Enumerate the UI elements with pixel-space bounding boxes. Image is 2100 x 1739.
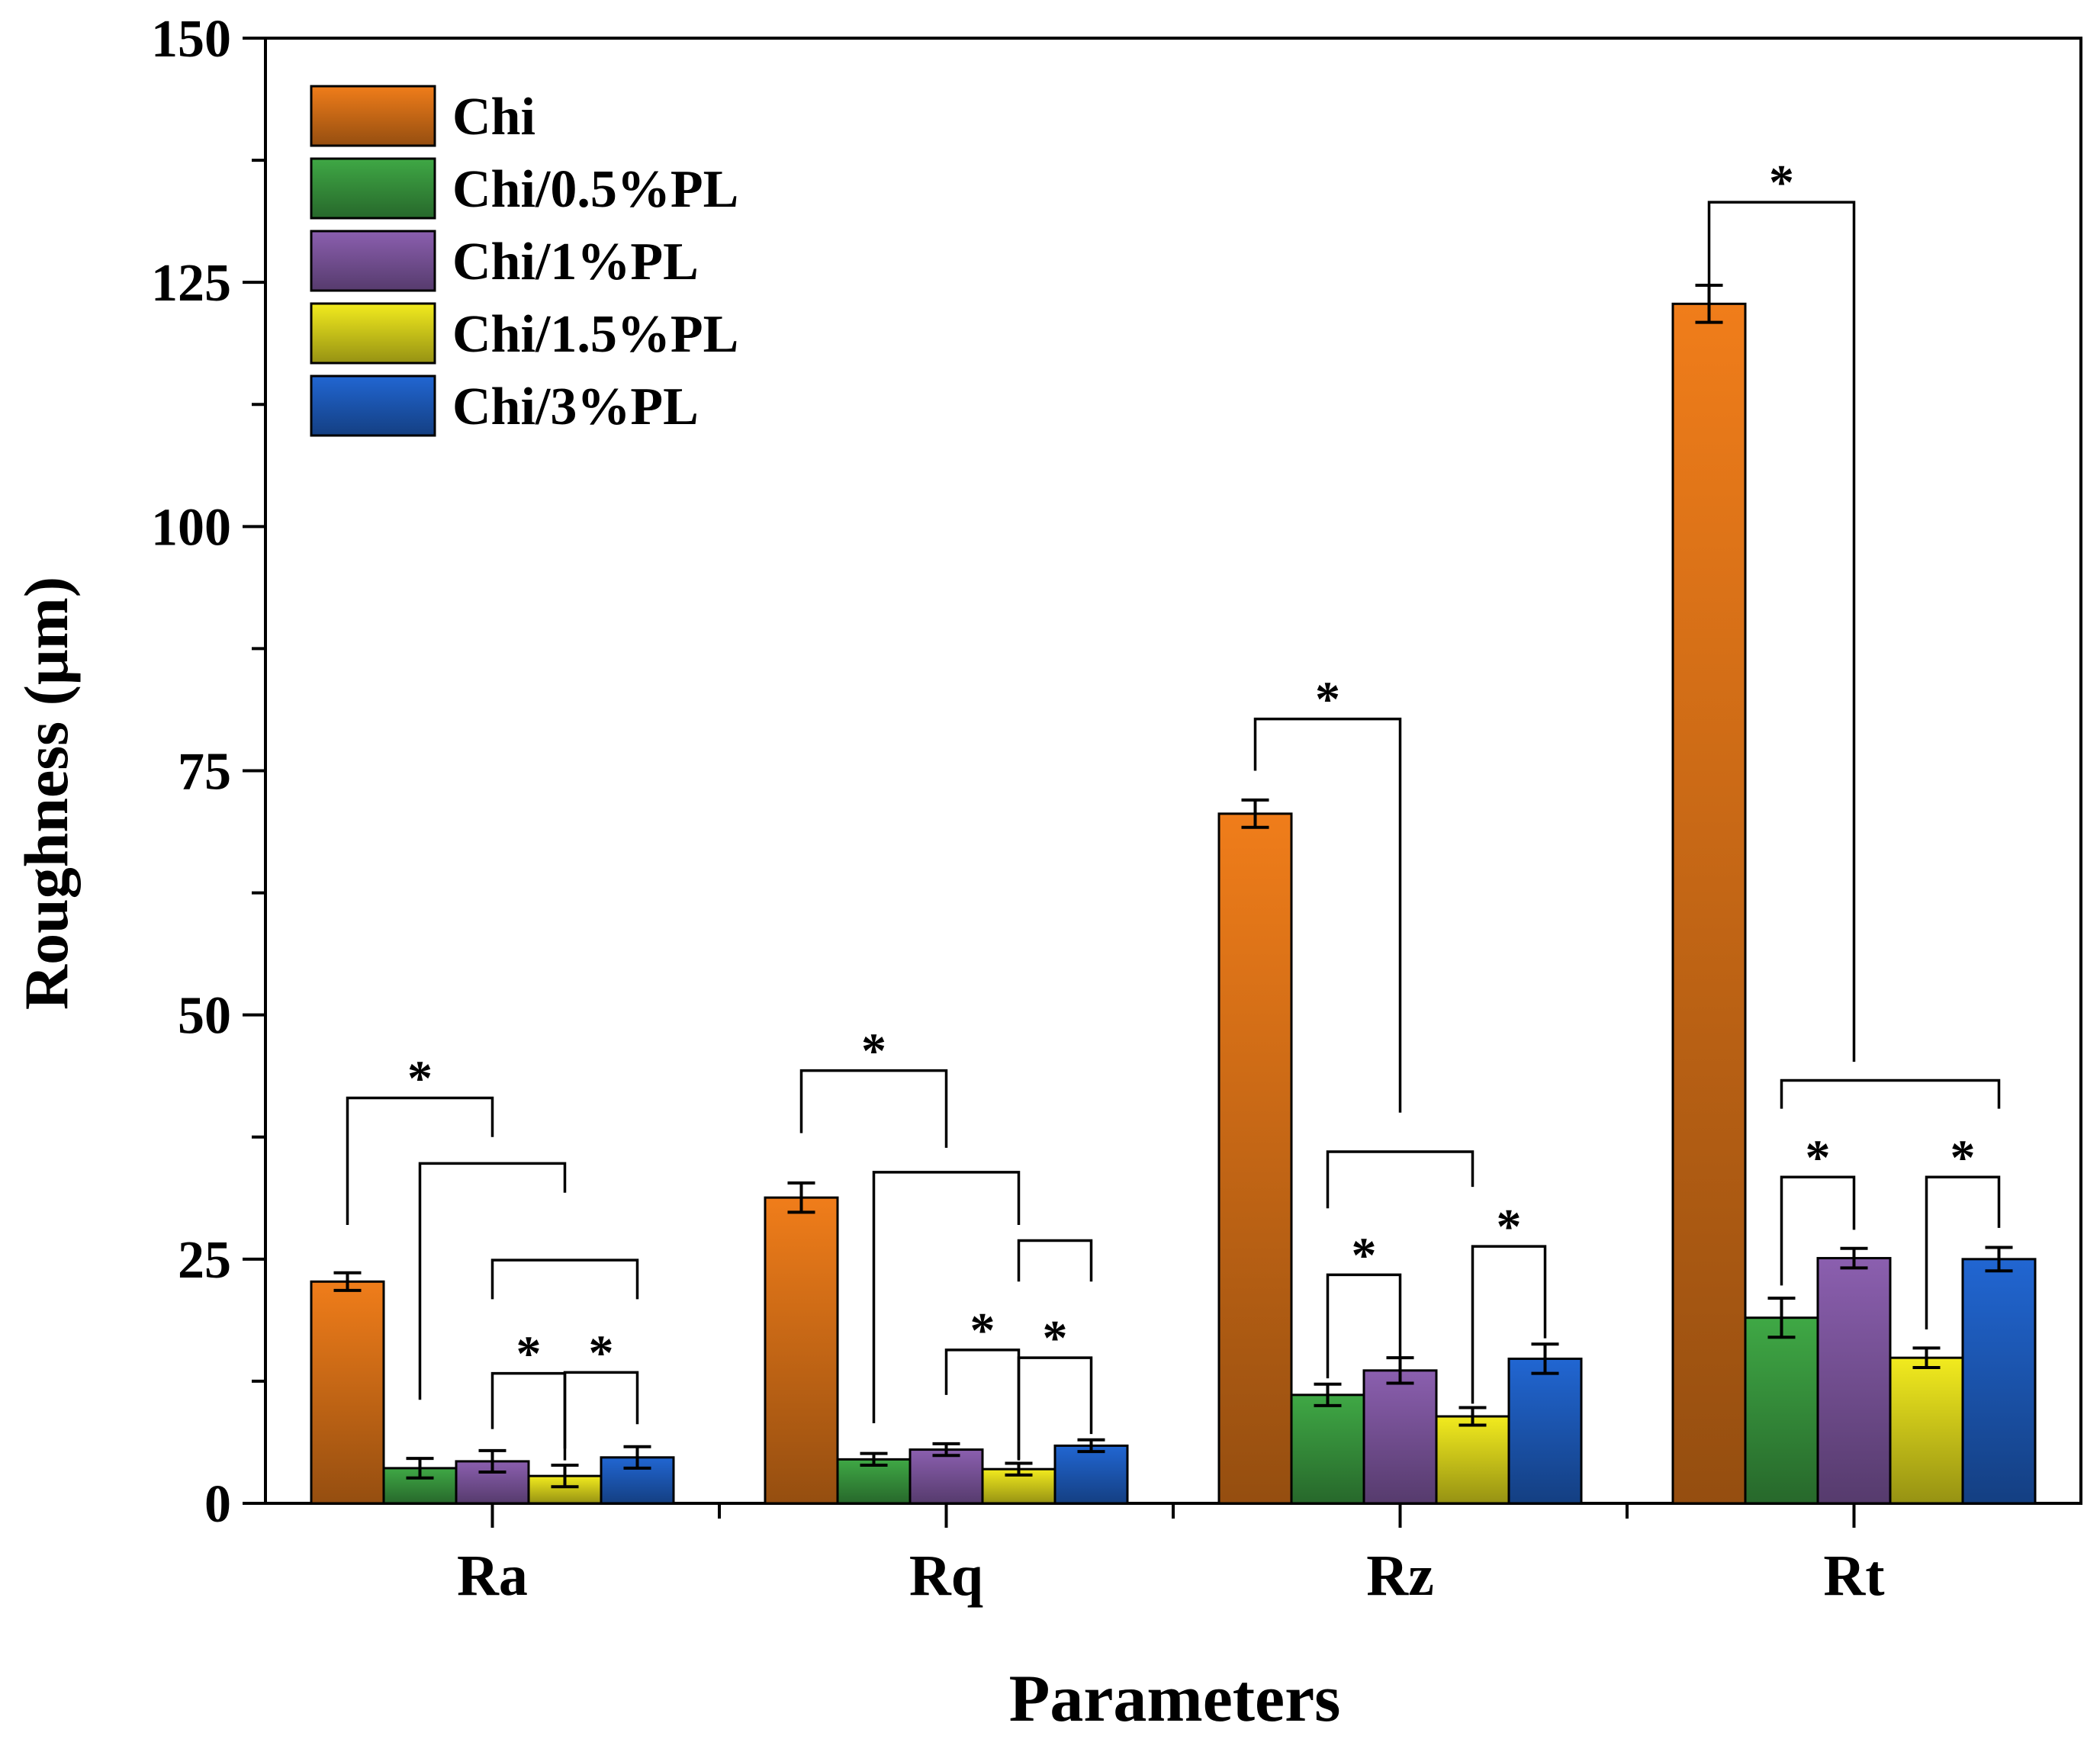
x-tick-label: Rq xyxy=(909,1544,983,1608)
significance-bracket xyxy=(1017,1356,1093,1460)
bar xyxy=(908,1448,984,1505)
significance-bracket xyxy=(799,1069,948,1148)
y-tick-label: 125 xyxy=(151,254,231,313)
significance-star: * xyxy=(1043,1310,1068,1366)
significance-bracket xyxy=(1253,717,1402,1113)
significance-bracket xyxy=(490,1371,567,1461)
bar xyxy=(310,1280,385,1505)
y-tick-label: 25 xyxy=(178,1231,231,1290)
significance-bracket-group: * * * * * * * * * * * * xyxy=(346,155,2001,1461)
bar xyxy=(1961,1258,2037,1505)
bar xyxy=(1744,1316,1819,1505)
significance-star: * xyxy=(970,1303,995,1358)
significance-star: * xyxy=(861,1024,886,1079)
significance-bracket xyxy=(563,1371,639,1449)
significance-star: * xyxy=(1769,155,1794,211)
bar xyxy=(764,1196,839,1505)
bar xyxy=(1217,812,1293,1505)
legend-swatch xyxy=(310,85,436,147)
legend-label: Chi/0.5%PL xyxy=(452,160,738,219)
significance-bracket xyxy=(1326,1273,1402,1379)
significance-star: * xyxy=(407,1051,433,1107)
significance-bracket xyxy=(490,1258,639,1300)
bar xyxy=(1671,302,1747,1505)
significance-star: * xyxy=(1806,1130,1831,1185)
bar xyxy=(1889,1356,1964,1505)
bar xyxy=(1290,1393,1365,1505)
y-axis-title: Roughness (μm) xyxy=(11,577,81,1010)
significance-star: * xyxy=(1315,672,1340,728)
y-tick-label: 100 xyxy=(151,498,231,557)
legend-label: Chi/3%PL xyxy=(452,378,699,436)
x-axis: Ra Rq Rz Rt xyxy=(457,1503,1885,1608)
legend-swatch xyxy=(310,230,436,292)
significance-star: * xyxy=(516,1326,542,1382)
x-axis-title: Parameters xyxy=(1009,1662,1341,1736)
legend-swatch xyxy=(310,157,436,220)
y-tick-label: 75 xyxy=(178,743,231,802)
legend-swatch xyxy=(310,374,436,437)
legend-swatch xyxy=(310,302,436,365)
legend: Chi Chi/0.5%PL Chi/1%PL Chi/1.5%PL Chi/3%PL xyxy=(310,85,738,437)
error-bar-group xyxy=(333,284,2013,1489)
bar xyxy=(1053,1444,1129,1505)
significance-bracket xyxy=(1471,1245,1547,1404)
y-tick-label: 50 xyxy=(178,987,231,1046)
y-tick-label: 0 xyxy=(204,1475,231,1534)
significance-bracket xyxy=(1925,1175,2001,1330)
bar xyxy=(1362,1369,1438,1505)
significance-bracket xyxy=(1780,1175,1856,1286)
y-tick-label: 150 xyxy=(151,10,231,69)
y-axis: 0 25 50 75 100 125 150 xyxy=(151,10,265,1534)
bar xyxy=(1435,1415,1510,1505)
significance-bracket xyxy=(1707,201,1856,1062)
significance-bracket xyxy=(872,1171,1021,1423)
x-tick-label: Rt xyxy=(1823,1544,1884,1608)
significance-star: * xyxy=(589,1325,614,1381)
legend-label: Chi/1.5%PL xyxy=(452,305,738,364)
significance-star: * xyxy=(1950,1130,1976,1185)
x-tick-label: Rz xyxy=(1366,1544,1434,1608)
significance-bracket xyxy=(346,1096,494,1226)
significance-bracket xyxy=(1326,1150,1475,1209)
significance-star: * xyxy=(1497,1199,1522,1255)
bar-series-group xyxy=(310,302,2037,1505)
significance-bracket xyxy=(1780,1078,2001,1109)
legend-label: Chi/1%PL xyxy=(452,233,699,291)
significance-bracket xyxy=(418,1162,567,1400)
x-tick-label: Ra xyxy=(457,1544,528,1608)
bar xyxy=(1507,1357,1583,1505)
legend-label: Chi xyxy=(452,88,535,146)
significance-bracket xyxy=(1017,1239,1093,1282)
significance-star: * xyxy=(1352,1227,1377,1283)
bar xyxy=(1816,1257,1892,1505)
